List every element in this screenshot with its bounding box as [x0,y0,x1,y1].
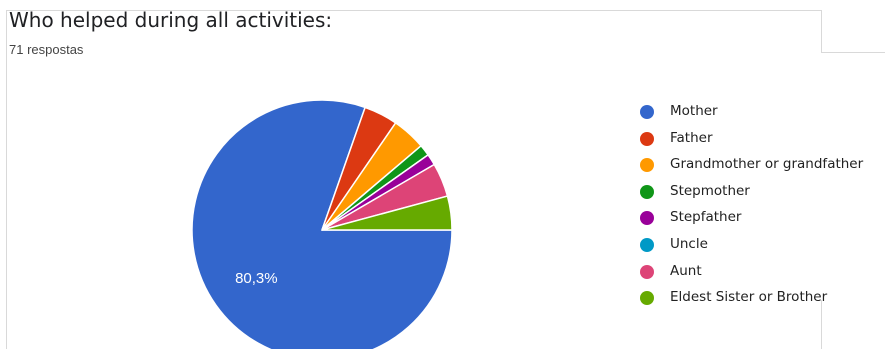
legend-label-mother: Mother [670,103,718,119]
chart-frame-top [6,10,822,11]
legend-label-uncle: Uncle [670,235,708,252]
legend-swatch-aunt [640,264,654,279]
data-label-mother: 80,3% [235,270,278,287]
chart-frame-notch [821,52,885,53]
legend-label-aunt: Aunt [670,262,702,279]
legend-label-stepmother: Stepmother [670,182,750,199]
chart-frame-left [6,10,7,349]
chart-frame-right [821,10,822,52]
pie-slice-mother[interactable] [191,99,453,349]
response-count: 71 respostas [9,42,84,57]
legend-label-stepfather: Stepfather [670,209,742,226]
pie-slice-eldest-sister-or-brother[interactable] [321,195,453,231]
legend-swatch-stepfather [640,211,654,226]
chart-title: Who helped during all activities: [9,8,333,32]
legend-swatch-eldest-sister-or-brother [640,291,654,306]
legend-swatch-mother [640,105,654,119]
legend-label-eldest-sister-or-brother: Eldest Sister or Brother [670,289,828,306]
legend-swatch-stepmother [640,184,654,199]
legend-swatch-uncle [640,237,654,252]
legend-label-father: Father [670,129,713,146]
chart-frame-right-lower [821,300,822,349]
legend-swatch-grandmother-or-grandfather [640,158,654,173]
legend-label-grandmother-or-grandfather: Grandmother or grandfather [670,156,864,173]
legend-swatch-father [640,131,654,146]
